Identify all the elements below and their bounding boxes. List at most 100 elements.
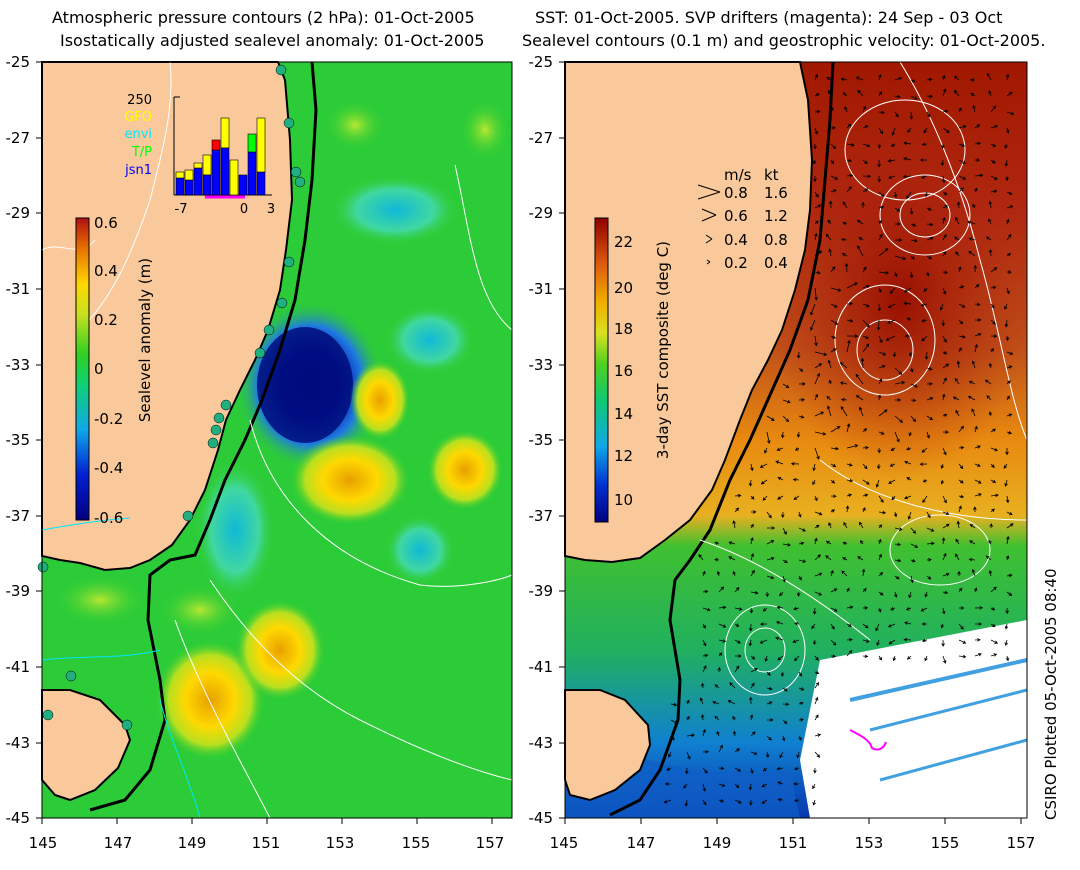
velocity-arrow [894, 575, 900, 580]
velocity-arrow [894, 367, 903, 376]
velocity-arrow [830, 509, 836, 513]
velocity-arrow [840, 405, 848, 417]
velocity-arrow [812, 799, 816, 806]
velocity-arrow [958, 606, 965, 610]
right-xtick: 145 [550, 834, 579, 852]
velocity-arrow [857, 556, 864, 561]
velocity-arrow [922, 495, 928, 503]
velocity-arrow [877, 143, 882, 149]
velocity-arrow [814, 670, 820, 675]
histogram-xtick: 0 [240, 202, 248, 217]
velocity-arrow [921, 622, 928, 626]
velocity-arrow [942, 572, 950, 577]
velocity-arrow [813, 143, 817, 150]
velocity-arrow [904, 460, 912, 465]
velocity-arrow [798, 415, 805, 419]
velocity-arrow [990, 285, 997, 290]
velocity-arrow [894, 111, 899, 118]
velocity-arrow [766, 735, 772, 741]
velocity-arrow [974, 479, 982, 484]
velocity-arrow [814, 204, 822, 209]
velocity-arrow [700, 714, 705, 721]
velocity-arrow [926, 558, 932, 562]
velocity-arrow [990, 334, 998, 338]
velocity-arrow [826, 76, 832, 81]
velocity-arrow [1004, 319, 1009, 328]
colorbar-tick: 14 [614, 405, 633, 423]
velocity-arrow [761, 783, 768, 788]
velocity-arrow [910, 415, 917, 423]
velocity-arrow [714, 684, 720, 689]
velocity-arrow [814, 733, 822, 737]
velocity-arrow [845, 505, 850, 513]
velocity-arrow [878, 378, 883, 385]
left-xtick: 151 [252, 834, 281, 852]
velocity-arrow [905, 607, 912, 611]
velocity-arrow [846, 650, 853, 657]
velocity-arrow [830, 446, 839, 451]
velocity-arrow [990, 159, 996, 164]
velocity-arrow [775, 636, 784, 641]
velocity-arrow [878, 205, 885, 210]
velocity-arrow [734, 665, 740, 673]
velocity-arrow [942, 430, 949, 434]
velocity-arrow [846, 334, 859, 338]
left-xtick: 149 [178, 834, 207, 852]
velocity-arrow [974, 187, 978, 193]
velocity-arrow [974, 302, 981, 307]
velocity-arrow [1004, 159, 1009, 167]
right-ytick: -39 [529, 582, 554, 600]
velocity-arrow [1004, 143, 1008, 149]
velocity-arrow [878, 233, 883, 241]
velocity-arrow [894, 415, 904, 423]
tasmania-land [41, 689, 132, 802]
colorbar-tick: 18 [614, 320, 633, 338]
velocity-arrow [1006, 591, 1013, 596]
velocity-arrow [958, 107, 962, 113]
velocity-arrow [718, 652, 723, 657]
velocity-arrow [732, 715, 736, 721]
velocity-arrow [765, 751, 770, 758]
velocity-arrow [702, 653, 709, 658]
velocity-arrow [1006, 111, 1015, 116]
velocity-arrow [988, 362, 993, 369]
velocity-arrow [813, 767, 817, 774]
velocity-arrow [830, 588, 838, 593]
velocity-arrow [842, 557, 848, 561]
velocity-arrow [955, 216, 960, 225]
velocity-arrow [892, 351, 897, 358]
velocity-arrow [862, 654, 869, 659]
velocity-arrow [941, 393, 946, 401]
velocity-arrow [862, 639, 870, 643]
colorbar-tick: 12 [614, 447, 633, 465]
velocity-arrow [814, 93, 820, 97]
velocity-arrow [904, 495, 912, 500]
velocity-arrow [855, 395, 864, 401]
velocity-arrow [855, 76, 864, 81]
velocity-arrow [878, 572, 884, 577]
velocity-arrow [810, 303, 816, 316]
velocity-arrow [777, 797, 784, 802]
velocity-arrow [857, 245, 864, 257]
velocity-arrow [775, 621, 784, 625]
sst-map: -25 -27 -29 -31 -33 -35 -37 -39 -41 -43 … [529, 53, 1036, 852]
velocity-arrow [889, 287, 896, 294]
velocity-arrow [958, 347, 962, 353]
velocity-arrow [942, 495, 947, 504]
velocity-arrow [734, 654, 742, 658]
velocity-arrow [796, 431, 801, 438]
velocity-arrow [839, 362, 848, 369]
velocity-arrow [843, 521, 848, 529]
velocity-arrow [990, 463, 995, 469]
velocity-arrow [766, 556, 775, 561]
velocity-arrow [777, 655, 784, 661]
velocity-arrow [904, 621, 912, 625]
velocity-arrow [670, 735, 675, 741]
velocity-arrow [750, 510, 757, 514]
velocity-arrow [782, 543, 791, 547]
legend-jsn1: jsn1 [124, 163, 152, 178]
velocity-arrow [1006, 253, 1012, 257]
velocity-arrow [875, 479, 880, 488]
velocity-arrow [846, 143, 855, 147]
velocity-arrow [776, 605, 784, 610]
